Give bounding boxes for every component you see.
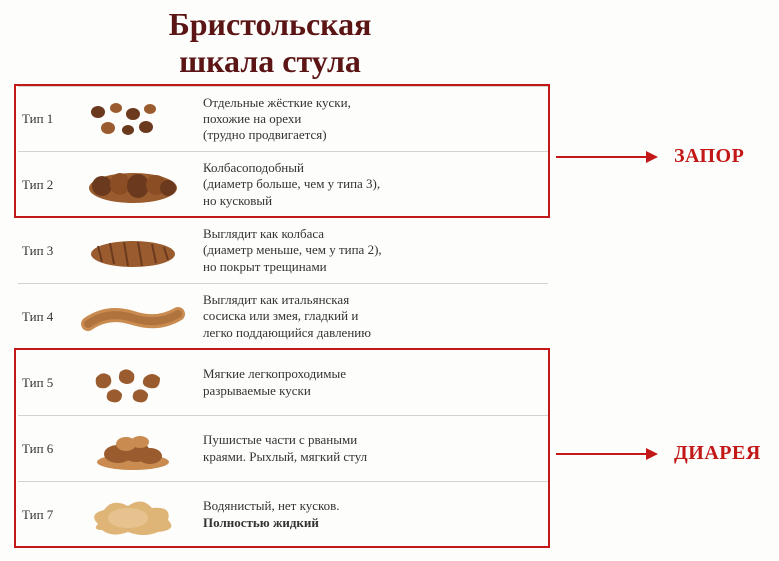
stool-illustration-soft-blobs [73,353,193,413]
callout-label: ДИАРЕЯ [674,442,761,465]
desc-line: Колбасоподобный [203,160,304,175]
desc-line: Отдельные жёсткие куски, [203,95,351,110]
type-description: Выглядит как итальянская сосиска или зме… [193,292,548,341]
table-row: Тип 3 Выглядит как колбаса (диаметр мень… [18,218,548,284]
type-label: Тип 1 [18,111,73,127]
desc-line: Выглядит как итальянская [203,292,349,307]
type-label: Тип 3 [18,243,73,259]
desc-line: сосиска или змея, гладкий и [203,308,540,324]
type-label: Тип 2 [18,177,73,193]
arrow-line [556,453,646,455]
desc-line: разрываемые куски [203,383,540,399]
desc-line: но покрыт трещинами [203,259,540,275]
desc-line: легко поддающийся давлению [203,325,540,341]
arrow-head-icon [646,151,658,163]
table-row: Тип 4 Выглядит как итальянская сосиска и… [18,284,548,350]
type-description: Отдельные жёсткие куски, похожие на орех… [193,95,548,144]
chart-title: Бристольская шкала стула [120,6,420,80]
desc-line: (трудно продвигается) [203,127,540,143]
callout-constipation: ЗАПОР [556,145,744,168]
type-label: Тип 4 [18,309,73,325]
desc-line: Выглядит как колбаса [203,226,324,241]
stool-illustration-fluffy-pile [73,419,193,479]
bristol-table: Тип 1 Отдельные жёсткие куски, похожие н… [18,86,548,548]
callout-label: ЗАПОР [674,145,744,168]
type-label: Тип 7 [18,507,73,523]
type-label: Тип 6 [18,441,73,457]
desc-line: Пушистые части с рваными [203,432,357,447]
desc-line: похожие на орехи [203,111,540,127]
table-row: Тип 2 Колбасоподобный (диаметр больше, ч… [18,152,548,218]
stool-illustration-cracked-log [73,221,193,281]
desc-line: Мягкие легкопроходимые [203,366,346,381]
stool-illustration-nuts [73,89,193,149]
table-row: Тип 7 Водянистый, нет кусков. Полностью … [18,482,548,548]
stool-illustration-lumpy-log [73,155,193,215]
type-label: Тип 5 [18,375,73,391]
type-description: Пушистые части с рваными краями. Рыхлый,… [193,432,548,465]
arrow-head-icon [646,448,658,460]
type-description: Водянистый, нет кусков. Полностью жидкий [193,498,548,531]
desc-line: (диаметр больше, чем у типа 3), [203,176,540,192]
table-row: Тип 1 Отдельные жёсткие куски, похожие н… [18,86,548,152]
desc-line-bold: Полностью жидкий [203,515,540,531]
arrow-line [556,156,646,158]
desc-line: но кусковый [203,193,540,209]
table-row: Тип 6 Пушистые части с рваными краями. Р… [18,416,548,482]
desc-line: краями. Рыхлый, мягкий стул [203,449,540,465]
type-description: Мягкие легкопроходимые разрываемые куски [193,366,548,399]
stool-illustration-liquid [73,485,193,545]
callout-diarrhea: ДИАРЕЯ [556,442,761,465]
desc-line: (диаметр меньше, чем у типа 2), [203,242,540,258]
desc-line: Водянистый, нет кусков. [203,498,340,513]
stool-illustration-smooth-snake [73,287,193,347]
type-description: Выглядит как колбаса (диаметр меньше, че… [193,226,548,275]
table-row: Тип 5 Мягкие легкопроходимые разрываемые… [18,350,548,416]
type-description: Колбасоподобный (диаметр больше, чем у т… [193,160,548,209]
